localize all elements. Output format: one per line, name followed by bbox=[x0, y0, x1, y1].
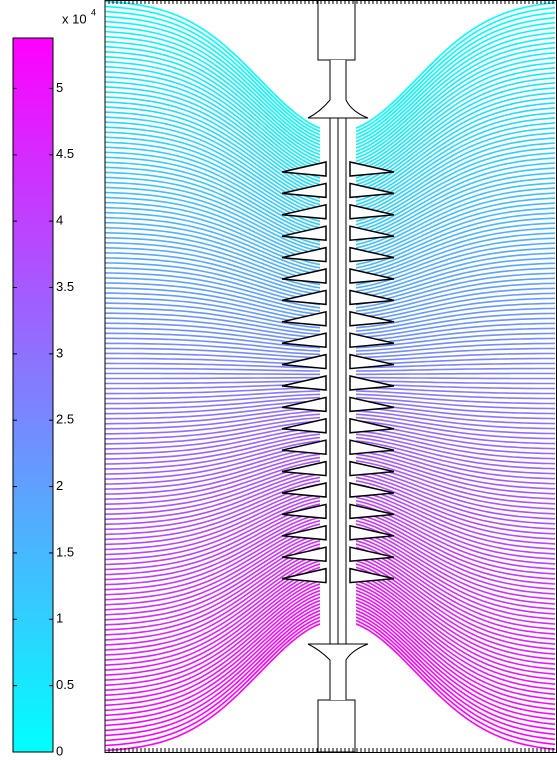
colorbar-tick-label: 5 bbox=[56, 80, 63, 95]
colorbar-tick-label: 3 bbox=[56, 345, 63, 360]
colorbar bbox=[13, 38, 53, 752]
top-fitting bbox=[318, 0, 355, 60]
top-flange bbox=[308, 60, 368, 118]
colorbar-tick-label: 4 bbox=[56, 213, 63, 228]
bottom-flange bbox=[308, 644, 368, 700]
colorbar-tick-label: 2 bbox=[56, 478, 63, 493]
bottom-fitting bbox=[318, 700, 355, 752]
colorbar-exponent: 4 bbox=[91, 7, 96, 17]
colorbar-tick-label: 1 bbox=[56, 611, 63, 626]
colorbar-tick-label: 2.5 bbox=[56, 412, 74, 427]
colorbar-tick-label: 4.5 bbox=[56, 146, 74, 161]
colorbar-tick-label: 3.5 bbox=[56, 279, 74, 294]
colorbar-multiplier: x 10 bbox=[62, 11, 87, 26]
colorbar-tick-label: 0.5 bbox=[56, 677, 74, 692]
colorbar-tick-label: 0 bbox=[56, 743, 63, 758]
colorbar-tick-label: 1.5 bbox=[56, 544, 74, 559]
chart: 0 0.5 1 1.5 2 2.5 3 3.5 4 4.5 5 x 10 4 bbox=[0, 0, 557, 760]
